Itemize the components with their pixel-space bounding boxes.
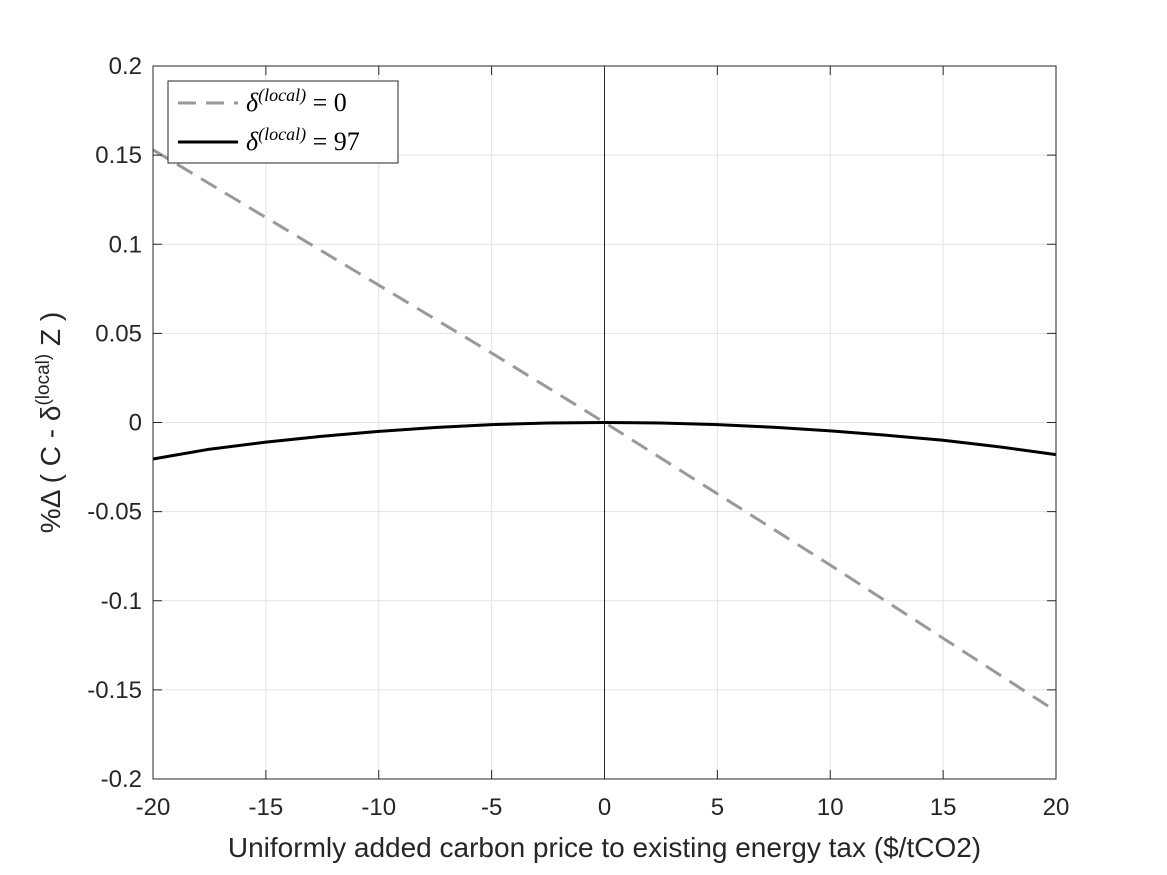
x-tick-label: 15 [930, 794, 957, 821]
axis-ticks [152, 65, 1057, 780]
series-line-1 [152, 148, 1057, 713]
x-tick-label: 5 [711, 794, 724, 821]
y-tick-label: 0.2 [109, 53, 142, 80]
legend-label-series-1: δ(local) = 0 [246, 85, 347, 117]
y-tick-label: 0.1 [109, 231, 142, 258]
series-line-2 [152, 421, 1057, 461]
y-tick-label: -0.15 [87, 677, 142, 704]
legend: δ(local) = 0 δ(local) = 97 [167, 80, 399, 164]
y-axis-label-delta: δ [35, 406, 66, 422]
x-tick-label: -5 [481, 794, 502, 821]
y-axis-label-prefix: %Δ ( C - [35, 421, 66, 533]
legend-symbol-series-2: δ [246, 127, 259, 156]
y-axis-label: %Δ ( C - δ(local) Z ) [33, 312, 66, 533]
x-tick-label: -10 [361, 794, 396, 821]
x-tick-labels: -20 -15 -10 -5 0 5 10 15 20 [136, 794, 1070, 821]
y-tick-labels: -0.2 -0.15 -0.1 -0.05 0 0.05 0.1 0.15 0.2 [87, 53, 142, 793]
y-tick-label: 0.05 [95, 320, 142, 347]
legend-symbol-series-1: δ [246, 88, 259, 117]
legend-value-series-2: = 97 [306, 127, 360, 156]
y-tick-label: -0.2 [101, 766, 142, 793]
x-tick-label: -15 [249, 794, 284, 821]
y-tick-label: -0.1 [101, 588, 142, 615]
x-tick-label: 0 [598, 794, 611, 821]
legend-superscript-series-2: (local) [258, 124, 306, 145]
legend-box [167, 80, 399, 164]
x-tick-label: 20 [1043, 794, 1070, 821]
y-axis-label-suffix: Z ) [35, 312, 66, 354]
x-tick-label: 10 [817, 794, 844, 821]
x-axis-label: Uniformly added carbon price to existing… [228, 832, 981, 863]
legend-superscript-series-1: (local) [258, 85, 306, 106]
y-tick-label: 0 [129, 410, 142, 437]
data-series [152, 148, 1057, 713]
x-tick-label: -20 [136, 794, 171, 821]
y-tick-label: 0.15 [95, 142, 142, 169]
y-tick-label: -0.05 [87, 499, 142, 526]
legend-value-series-1: = 0 [306, 88, 347, 117]
y-axis-label-superscript: (local) [33, 354, 54, 406]
legend-label-series-2: δ(local) = 97 [246, 124, 360, 156]
